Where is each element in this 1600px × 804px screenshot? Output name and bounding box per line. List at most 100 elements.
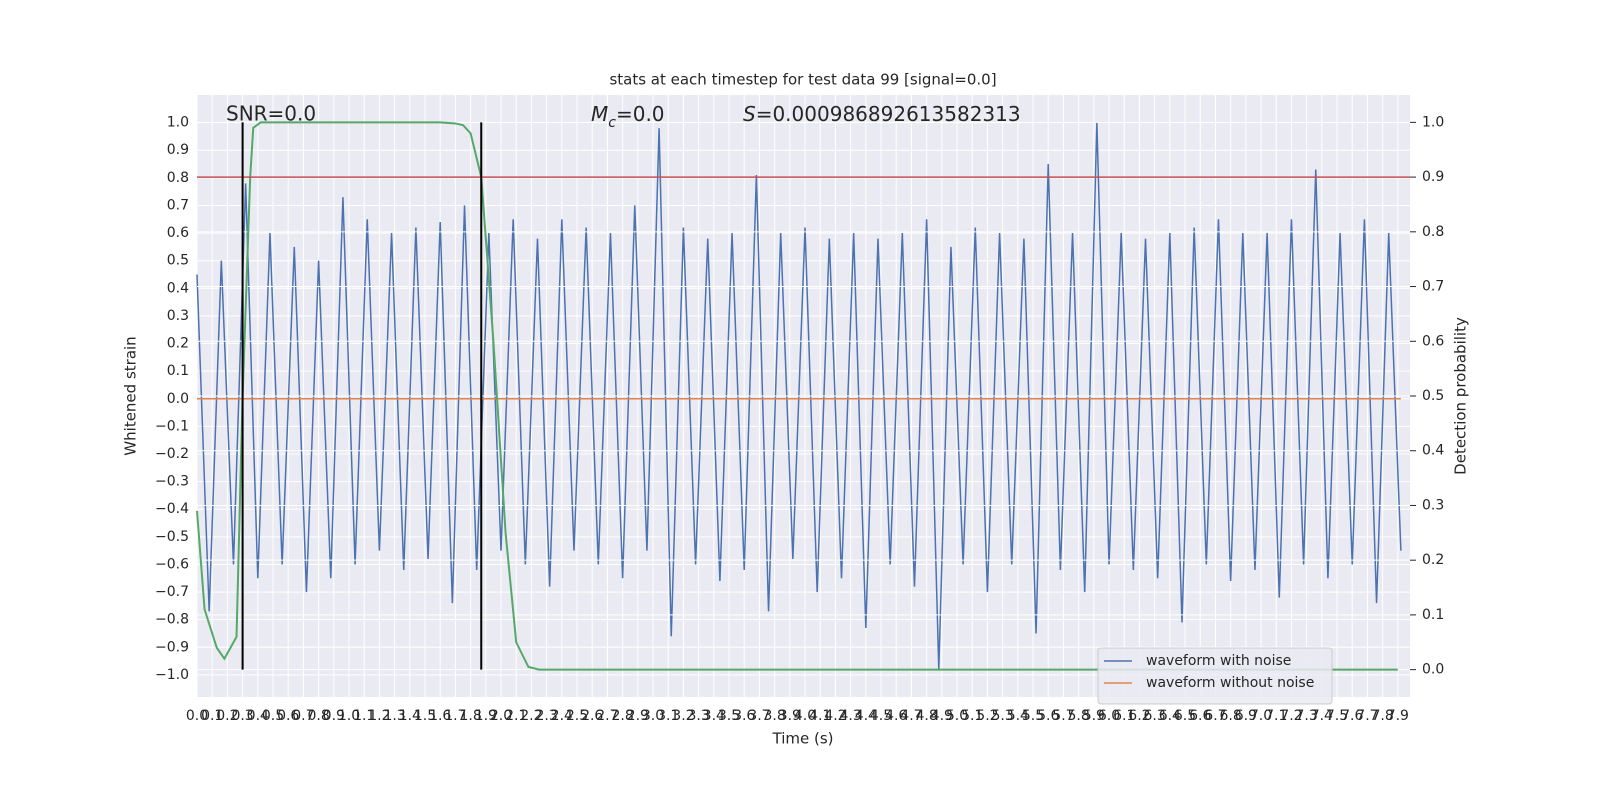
y-tick-label: −0.8 <box>155 612 189 628</box>
annotation-snr: SNR=0.0 <box>226 102 316 126</box>
y2-tick-label: 0.4 <box>1422 443 1444 459</box>
legend-label: waveform without noise <box>1146 675 1314 691</box>
x-tick-label: 5.0 <box>946 708 968 724</box>
y2-tick-label: 0.9 <box>1422 169 1444 185</box>
y-tick-label: −0.2 <box>155 446 189 462</box>
annotation-subscript: c <box>608 115 616 131</box>
x-tick-label: 2.2 <box>520 708 542 724</box>
y-tick-label: −0.1 <box>155 418 189 434</box>
x-tick-label: 7.7 <box>1356 708 1378 724</box>
x-axis-label: Time (s) <box>772 730 834 748</box>
x-tick-label: 7.6 <box>1341 708 1363 724</box>
x-tick-label: 0.6 <box>277 708 299 724</box>
x-tick-label: 1.3 <box>383 708 405 724</box>
x-tick-label: 0.8 <box>307 708 329 724</box>
x-tick-label: 0.1 <box>201 708 223 724</box>
x-tick-label: 5.3 <box>991 708 1013 724</box>
y-tick-label: 0.7 <box>167 197 189 213</box>
x-tick-label: 1.2 <box>368 708 390 724</box>
x-tick-label: 1.8 <box>459 708 481 724</box>
x-tick-label: 5.6 <box>1037 708 1059 724</box>
y-tick-label: 0.2 <box>167 336 189 352</box>
x-tick-label: 2.6 <box>581 708 603 724</box>
y2-tick-label: 1.0 <box>1422 114 1444 130</box>
y2-tick-label: 0.7 <box>1422 279 1444 295</box>
x-tick-label: 0.0 <box>186 708 208 724</box>
x-tick-label: 4.5 <box>870 708 892 724</box>
x-tick-label: 4.9 <box>931 708 953 724</box>
x-tick-label: 1.5 <box>414 708 436 724</box>
x-tick-label: 4.6 <box>885 708 907 724</box>
annotation-mc: Mc=0.0 <box>591 102 665 132</box>
x-tick-label: 6.9 <box>1235 708 1257 724</box>
x-tick-label: 1.1 <box>353 708 375 724</box>
x-tick-label: 3.3 <box>687 708 709 724</box>
x-tick-label: 4.3 <box>839 708 861 724</box>
x-tick-label: 7.5 <box>1326 708 1348 724</box>
y-tick-label: −0.6 <box>155 556 189 572</box>
x-tick-label: 0.3 <box>231 708 253 724</box>
x-tick-label: 1.0 <box>338 708 360 724</box>
x-tick-label: 7.0 <box>1250 708 1272 724</box>
x-tick-label: 7.8 <box>1372 708 1394 724</box>
y2-tick-label: 0.8 <box>1422 224 1444 240</box>
x-tick-label: 2.5 <box>566 708 588 724</box>
x-tick-label: 2.1 <box>505 708 527 724</box>
x-tick-label: 0.4 <box>247 708 269 724</box>
x-tick-label: 5.7 <box>1052 708 1074 724</box>
x-tick-label: 6.1 <box>1113 708 1135 724</box>
x-tick-label: 2.0 <box>490 708 512 724</box>
y2-tick-label: 0.0 <box>1422 662 1444 678</box>
x-tick-label: 2.7 <box>596 708 618 724</box>
y-tick-label: −0.9 <box>155 639 189 655</box>
y-tick-label: −1.0 <box>155 667 189 683</box>
x-tick-label: 3.4 <box>703 708 725 724</box>
x-tick-label: 1.6 <box>429 708 451 724</box>
x-tick-label: 1.9 <box>475 708 497 724</box>
x-tick-label: 6.5 <box>1174 708 1196 724</box>
y2-tick-label: 0.6 <box>1422 333 1444 349</box>
y-tick-label: 0.5 <box>167 253 189 269</box>
x-tick-label: 3.6 <box>733 708 755 724</box>
y-tick-label: −0.3 <box>155 474 189 490</box>
series-line <box>196 121 1398 671</box>
y2-tick-label: 0.3 <box>1422 497 1444 513</box>
annotation-text: =0.0 <box>616 102 665 126</box>
y-tick-label: 0.3 <box>167 308 189 324</box>
x-tick-label: 6.3 <box>1143 708 1165 724</box>
annotation-symbol: M <box>591 102 608 126</box>
x-tick-label: 0.5 <box>262 708 284 724</box>
x-tick-label: 1.4 <box>399 708 421 724</box>
x-tick-label: 4.4 <box>855 708 877 724</box>
x-tick-label: 4.0 <box>794 708 816 724</box>
x-tick-label: 3.9 <box>779 708 801 724</box>
x-tick-label: 0.7 <box>292 708 314 724</box>
x-tick-label: 0.2 <box>216 708 238 724</box>
x-tick-label: 3.2 <box>672 708 694 724</box>
annotation-symbol: S <box>743 102 756 126</box>
x-tick-label: 5.1 <box>961 708 983 724</box>
annotation-s: S=0.000986892613582313 <box>743 102 1021 126</box>
x-tick-label: 5.4 <box>1007 708 1029 724</box>
x-tick-label: 3.0 <box>642 708 664 724</box>
x-tick-label: 2.9 <box>627 708 649 724</box>
x-tick-label: 3.7 <box>748 708 770 724</box>
x-tick-label: 6.6 <box>1189 708 1211 724</box>
x-tick-label: 3.1 <box>657 708 679 724</box>
x-tick-label: 5.2 <box>976 708 998 724</box>
x-tick-label: 7.9 <box>1387 708 1409 724</box>
x-tick-label: 2.3 <box>535 708 557 724</box>
x-tick-label: 6.4 <box>1159 708 1181 724</box>
annotation-text: =0.000986892613582313 <box>756 102 1021 126</box>
x-tick-label: 2.8 <box>611 708 633 724</box>
y2-axis-label: Detection probability <box>1452 317 1470 475</box>
x-tick-label: 7.3 <box>1296 708 1318 724</box>
y2-tick-label: 0.1 <box>1422 607 1444 623</box>
x-tick-label: 6.7 <box>1204 708 1226 724</box>
y-tick-label: 0.6 <box>167 225 189 241</box>
y-tick-label: 0.9 <box>167 142 189 158</box>
y-tick-label: 0.4 <box>167 280 189 296</box>
x-tick-label: 4.7 <box>900 708 922 724</box>
